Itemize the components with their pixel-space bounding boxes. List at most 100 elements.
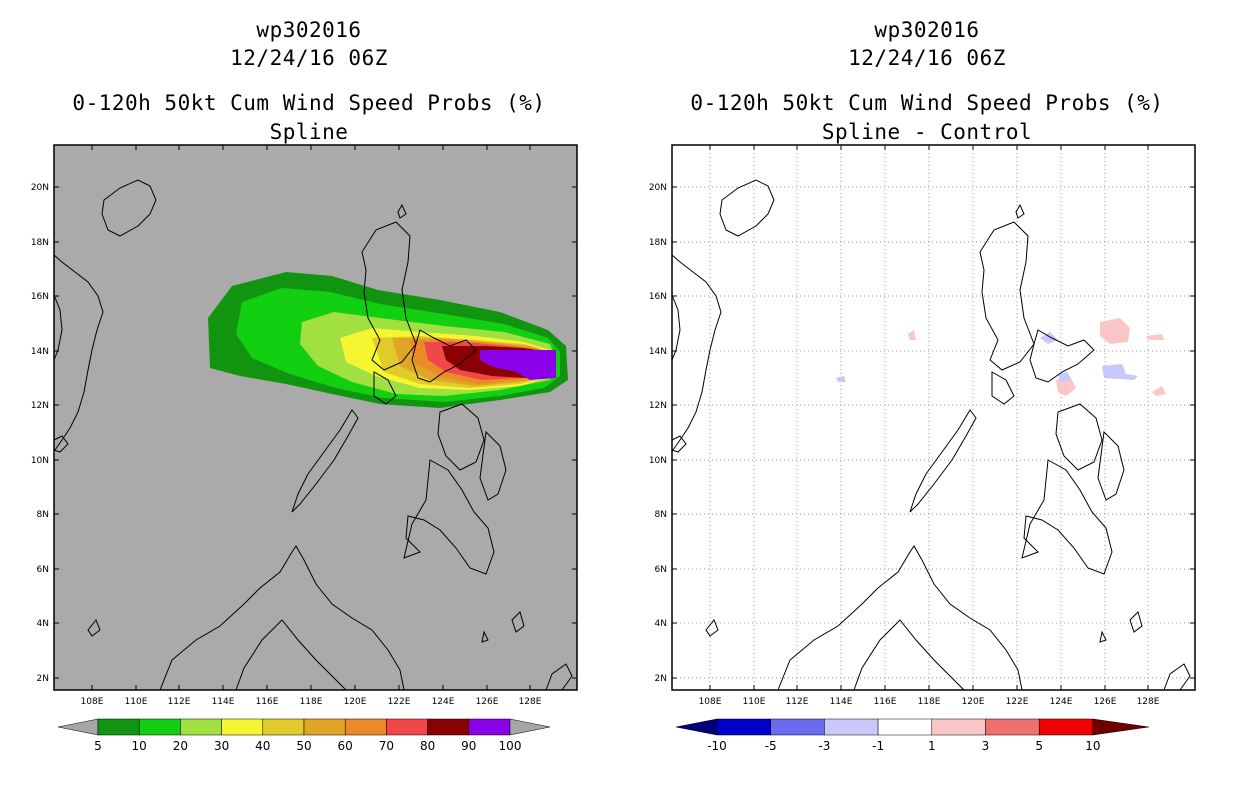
coastline xyxy=(481,630,489,643)
colorbar-label: 5 xyxy=(1035,739,1043,753)
coastline xyxy=(53,294,63,361)
colorbar-swatch xyxy=(221,718,264,736)
y-tick-label: 20N xyxy=(649,183,667,193)
colorbar-swatch xyxy=(468,718,511,736)
y-tick-label: 16N xyxy=(31,292,49,302)
x-tick-label: 122E xyxy=(1006,697,1029,707)
y-tick-label: 12N xyxy=(649,401,667,411)
colorbar-label: 20 xyxy=(173,739,188,753)
y-tick-label: 18N xyxy=(649,238,667,248)
map-frame xyxy=(53,144,578,691)
probability-swath xyxy=(208,272,568,408)
coastline xyxy=(87,619,101,637)
colorbar-low-arrow xyxy=(675,718,718,736)
x-tick-label: 114E xyxy=(212,697,235,707)
coastline xyxy=(235,619,347,691)
coastline xyxy=(777,545,1023,691)
difference-contour xyxy=(836,376,846,382)
difference-contour xyxy=(1040,332,1058,344)
coastline xyxy=(403,459,495,575)
colorbar-label: 70 xyxy=(379,739,394,753)
colorbar-swatch xyxy=(303,718,346,736)
coastline xyxy=(1129,611,1143,633)
colorbar-swatch xyxy=(824,718,879,736)
x-tick-label: 118E xyxy=(300,697,323,707)
probability-map: 108E 110E 112E 114E 116E 118E 120E 122E 124E 126E… xyxy=(31,144,578,753)
difference-map: 108E 110E 112E 114E 116E 118E 120E 122E 124E 126E… xyxy=(649,144,1196,753)
coastlines xyxy=(53,179,573,691)
colorbar-swatch xyxy=(386,718,428,736)
x-tick-label: 108E xyxy=(81,697,104,707)
y-tick-label: 8N xyxy=(37,510,49,520)
x-tick-label: 112E xyxy=(786,697,809,707)
x-tick-label: 114E xyxy=(830,697,853,707)
colorbar-swatch xyxy=(97,718,140,736)
coastline xyxy=(437,403,485,471)
x-tick-label: 116E xyxy=(874,697,897,707)
colorbar-swatch xyxy=(877,718,933,736)
coastline xyxy=(397,203,407,219)
y-tick-label: 6N xyxy=(37,565,49,575)
colorbar: -10 -5 -3 -1 1 3 5 10 xyxy=(675,718,1149,753)
coastline xyxy=(479,430,507,501)
difference-contours xyxy=(836,318,1166,396)
coastline xyxy=(671,294,681,361)
coastline xyxy=(1055,403,1103,471)
y-tick-label: 16N xyxy=(649,292,667,302)
colorbar-swatch xyxy=(1038,718,1094,736)
map-frame xyxy=(671,144,1196,691)
colorbar-label: 1 xyxy=(928,739,936,753)
y-tick-label: 12N xyxy=(31,401,49,411)
coastline xyxy=(719,179,775,237)
y-tick-label: 20N xyxy=(31,183,49,193)
difference-contour xyxy=(1152,386,1166,396)
coastline xyxy=(1021,459,1113,575)
panel-title-storm-id: wp302016 xyxy=(874,18,980,42)
x-tick-label: 120E xyxy=(962,697,985,707)
coastlines xyxy=(671,179,1191,691)
x-tick-label: 124E xyxy=(432,697,455,707)
colorbar-high-arrow xyxy=(1092,718,1149,736)
probability-contour xyxy=(480,350,556,380)
coastline xyxy=(853,619,965,691)
colorbar-label: -1 xyxy=(872,739,884,753)
map-background xyxy=(54,145,577,690)
tick-marks xyxy=(54,145,577,690)
colorbar-label: 10 xyxy=(1085,739,1100,753)
colorbar-label: 10 xyxy=(132,739,147,753)
panel-title-datetime: 12/24/16 06Z xyxy=(230,46,388,70)
coastline xyxy=(411,329,477,383)
coastline xyxy=(1015,203,1025,219)
panel-title-product: 0-120h 50kt Cum Wind Speed Probs (%) xyxy=(72,91,546,115)
right-panel: wp302016 12/24/16 06Z 0-120h 50kt Cum Wi… xyxy=(618,0,1236,800)
y-tick-label: 4N xyxy=(655,619,667,629)
x-tick-label: 110E xyxy=(125,697,148,707)
coastline xyxy=(1029,329,1095,383)
colorbar-swatch xyxy=(262,718,305,736)
colorbar-label: 3 xyxy=(982,739,990,753)
coastline xyxy=(1097,430,1125,501)
tick-marks xyxy=(672,145,1195,690)
coastline xyxy=(159,545,405,691)
x-tick-label: 128E xyxy=(1137,697,1160,707)
coastline xyxy=(53,435,69,453)
x-tick-label: 118E xyxy=(918,697,941,707)
colorbar-label: -3 xyxy=(818,739,830,753)
y-tick-label: 14N xyxy=(649,347,667,357)
difference-contour xyxy=(1102,364,1138,380)
x-tick-label: 126E xyxy=(1094,697,1117,707)
coastline xyxy=(1099,630,1107,643)
coastline xyxy=(705,619,719,637)
y-tick-label: 10N xyxy=(649,456,667,466)
colorbar-label: 60 xyxy=(338,739,353,753)
colorbar-swatch xyxy=(931,718,986,736)
colorbar-swatch xyxy=(138,718,181,736)
coastline xyxy=(671,254,722,451)
coastline xyxy=(671,435,687,453)
coastline xyxy=(373,371,397,405)
colorbar-label: -10 xyxy=(707,739,727,753)
coastline xyxy=(101,179,157,237)
y-tick-label: 18N xyxy=(31,238,49,248)
y-tick-label: 10N xyxy=(31,456,49,466)
colorbar-swatch xyxy=(180,718,222,736)
